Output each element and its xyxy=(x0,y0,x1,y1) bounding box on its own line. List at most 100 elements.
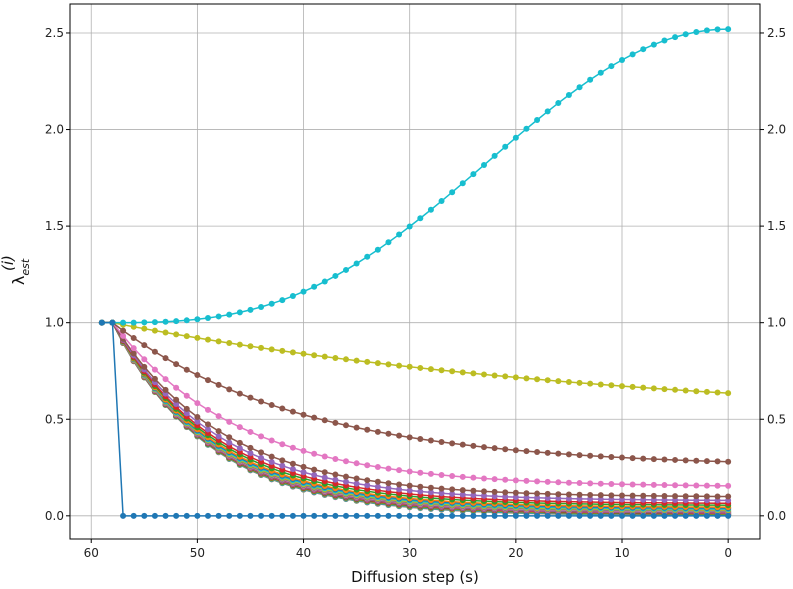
data-point xyxy=(279,512,286,519)
data-point xyxy=(576,84,583,91)
data-point xyxy=(459,487,466,494)
data-point xyxy=(672,512,679,519)
data-point xyxy=(215,428,222,435)
data-point xyxy=(289,512,296,519)
y-axis-label: λest (i) xyxy=(0,255,32,285)
data-point xyxy=(523,448,530,455)
data-point xyxy=(385,239,392,246)
data-point xyxy=(130,350,137,357)
data-point xyxy=(353,424,360,431)
data-point xyxy=(300,411,307,418)
data-point xyxy=(183,333,190,340)
y-tick-label: 1.5 xyxy=(45,219,64,233)
data-point xyxy=(364,358,371,365)
data-point xyxy=(725,458,732,465)
data-point xyxy=(151,348,158,355)
data-point xyxy=(130,319,137,326)
data-point xyxy=(194,414,201,421)
x-tick-label: 60 xyxy=(84,546,99,560)
data-point xyxy=(396,231,403,238)
data-point xyxy=(491,488,498,495)
data-point xyxy=(300,447,307,454)
data-point xyxy=(725,482,732,489)
data-point xyxy=(332,512,339,519)
data-point xyxy=(640,492,647,499)
data-point xyxy=(300,288,307,295)
data-point xyxy=(183,405,190,412)
data-point xyxy=(236,512,243,519)
data-point xyxy=(332,455,339,462)
data-point xyxy=(236,390,243,397)
data-point xyxy=(236,445,243,452)
data-point xyxy=(565,479,572,486)
data-point xyxy=(300,463,307,470)
data-point xyxy=(385,361,392,368)
data-point xyxy=(417,483,424,490)
data-point xyxy=(406,223,413,230)
data-point xyxy=(459,512,466,519)
data-point xyxy=(406,482,413,489)
data-point xyxy=(311,472,318,478)
y-axis-label-sup: (i) xyxy=(0,255,17,271)
data-point xyxy=(555,495,562,502)
data-point xyxy=(682,482,689,489)
svg-text:λest: λest xyxy=(9,258,32,285)
data-point xyxy=(321,417,328,424)
data-point xyxy=(205,426,211,433)
x-tick-label: 10 xyxy=(614,546,629,560)
right-y-tick-label: 2.5 xyxy=(767,26,786,40)
x-tick-label: 40 xyxy=(296,546,311,560)
data-point xyxy=(353,512,360,519)
data-point xyxy=(215,381,222,388)
data-point xyxy=(481,512,487,519)
y-tick-label: 2.5 xyxy=(45,26,64,40)
data-point xyxy=(534,478,541,485)
data-point xyxy=(226,418,233,425)
data-point xyxy=(597,453,604,460)
data-point xyxy=(682,387,689,394)
data-point xyxy=(236,341,243,348)
data-point xyxy=(640,455,647,462)
data-point xyxy=(481,444,487,451)
data-point xyxy=(194,400,201,407)
data-point xyxy=(470,492,477,499)
data-point xyxy=(289,408,296,415)
data-point xyxy=(629,455,636,462)
data-point xyxy=(608,453,615,460)
data-point xyxy=(481,475,487,482)
data-point xyxy=(289,293,296,300)
data-point xyxy=(650,41,657,48)
data-point xyxy=(130,345,137,352)
data-point xyxy=(300,350,307,357)
data-point xyxy=(215,512,222,519)
data-point xyxy=(162,329,169,336)
data-point xyxy=(247,394,254,401)
data-point xyxy=(332,354,339,361)
data-point xyxy=(289,460,296,467)
data-point xyxy=(343,473,349,480)
data-point xyxy=(576,495,583,502)
y-tick-label: 0.0 xyxy=(45,509,64,523)
data-point xyxy=(205,336,211,343)
data-point xyxy=(258,433,265,440)
data-point xyxy=(374,512,381,519)
data-point xyxy=(703,493,710,500)
data-point xyxy=(226,439,233,446)
data-point xyxy=(268,453,275,460)
y-tick-label: 2.0 xyxy=(45,123,64,137)
data-point xyxy=(619,492,625,499)
data-point xyxy=(438,438,445,445)
data-point xyxy=(502,512,509,519)
data-point xyxy=(502,493,509,500)
data-point xyxy=(396,486,403,493)
data-point xyxy=(130,335,137,342)
data-point xyxy=(374,428,381,435)
data-point xyxy=(396,481,403,488)
data-point xyxy=(544,495,551,502)
data-point xyxy=(449,472,456,479)
data-point xyxy=(587,480,594,487)
data-point xyxy=(151,319,158,326)
data-point xyxy=(512,512,519,519)
data-point xyxy=(512,134,519,141)
data-point xyxy=(555,479,562,486)
